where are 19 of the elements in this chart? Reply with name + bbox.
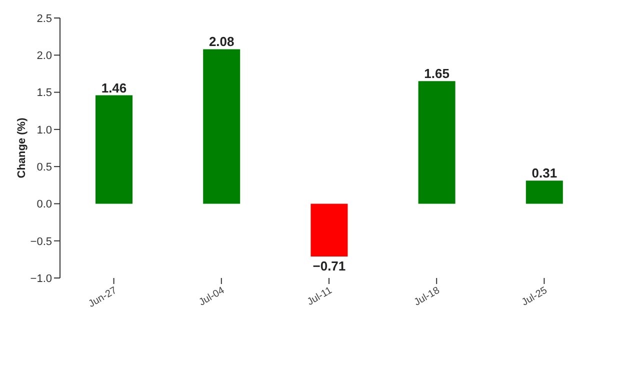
y-tick-label: −0.5: [30, 236, 52, 248]
bar: [203, 49, 240, 204]
data-label: −0.71: [312, 258, 346, 274]
y-tick-label: 2.0: [36, 50, 52, 62]
data-label: 2.08: [208, 34, 234, 50]
bar: [526, 180, 563, 204]
y-axis-title: Change (%): [16, 117, 28, 178]
y-tick-label: 0.0: [36, 198, 52, 211]
y-tick-label: 2.5: [36, 12, 52, 25]
data-label: 1.46: [101, 80, 127, 96]
data-label: 0.31: [532, 166, 558, 181]
bar: [418, 81, 456, 204]
y-tick-label: 1.0: [36, 124, 52, 136]
bar: [310, 204, 348, 256]
data-label: 1.65: [424, 66, 450, 82]
y-tick-label: 0.5: [36, 161, 52, 174]
bar: [96, 95, 133, 204]
y-tick-label: −1.0: [30, 272, 52, 285]
y-tick-label: 1.5: [36, 87, 52, 100]
